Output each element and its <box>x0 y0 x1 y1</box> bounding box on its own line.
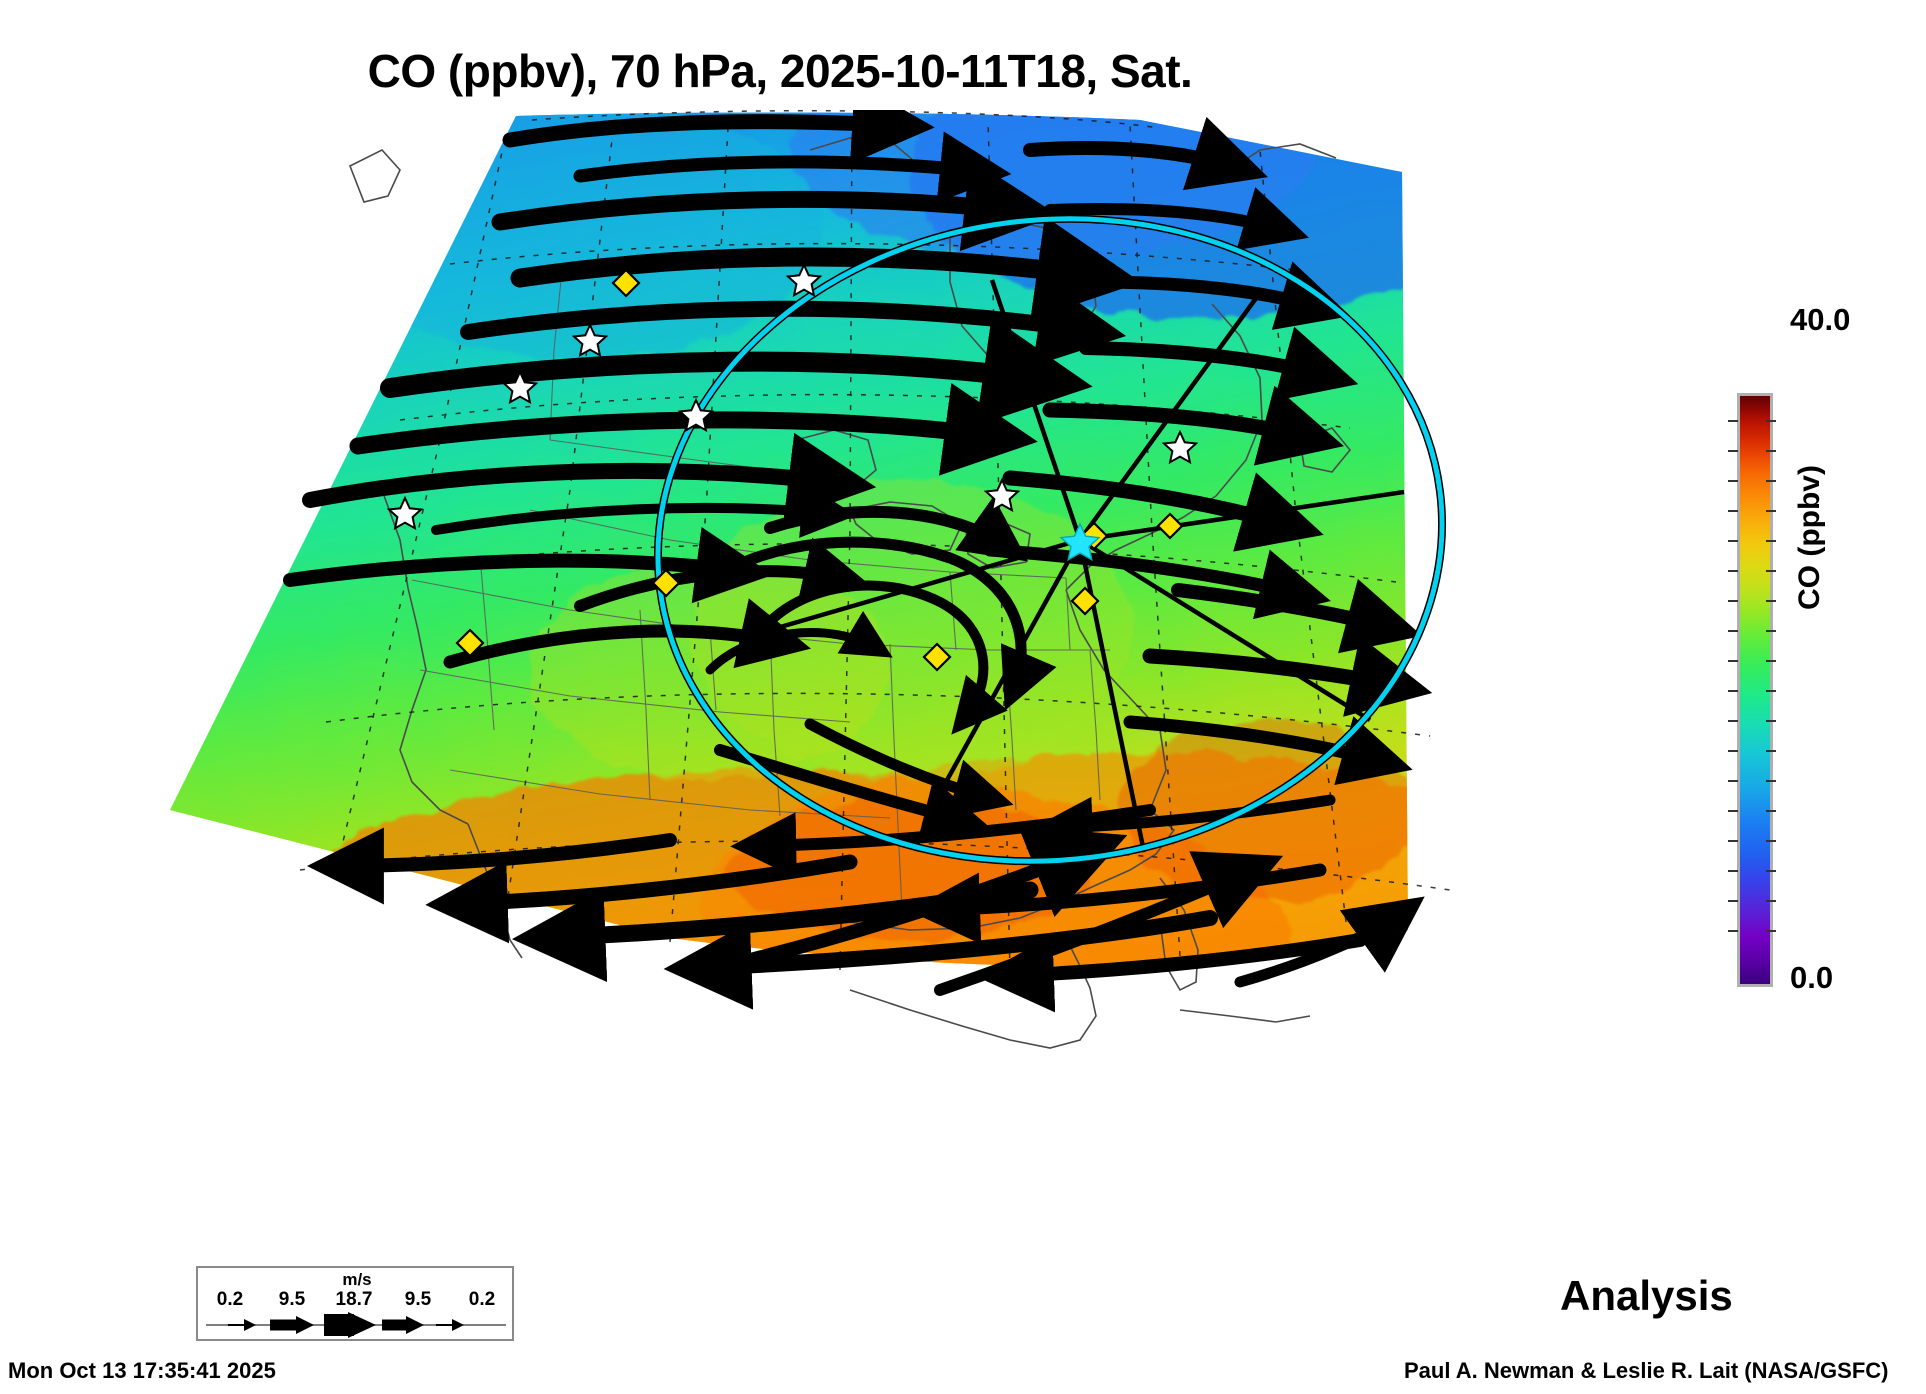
wind-value-4: 0.2 <box>468 1289 496 1310</box>
wind-arrow-scale <box>206 1312 506 1338</box>
colorbar-max-label: 40.0 <box>1790 302 1851 337</box>
co-shaded-field <box>170 112 1408 967</box>
white-star-marker <box>386 262 1199 531</box>
wind-value-1: 9.5 <box>278 1289 306 1310</box>
analysis-label: Analysis <box>1560 1272 1733 1319</box>
wind-speed-legend: m/s 0.2 9.5 18.7 9.5 0.2 <box>196 1266 514 1341</box>
map-figure[interactable] <box>150 110 1580 1270</box>
colorbar-min-label: 0.0 <box>1790 960 1834 995</box>
yellow-diamond-marker <box>455 268 1184 672</box>
flight-track-radials <box>769 279 1405 853</box>
wind-value-0: 0.2 <box>216 1289 244 1310</box>
page-title: CO (ppbv), 70 hPa, 2025-10-11T18, Sat. <box>367 45 1193 97</box>
render-timestamp: Mon Oct 13 17:35:41 2025 <box>8 1358 276 1383</box>
colorbar-axis-label: CO (ppbv) <box>1793 465 1826 610</box>
wind-units-label: m/s <box>342 1270 372 1289</box>
map-panel[interactable] <box>150 110 1580 1270</box>
base-station-star-icon[interactable] <box>1059 522 1101 562</box>
wind-value-2: 18.7 <box>335 1289 373 1310</box>
author-credit: Paul A. Newman & Leslie R. Lait (NASA/GS… <box>1404 1358 1889 1383</box>
wind-value-3: 9.5 <box>404 1289 432 1310</box>
site-markers[interactable] <box>386 262 1199 672</box>
